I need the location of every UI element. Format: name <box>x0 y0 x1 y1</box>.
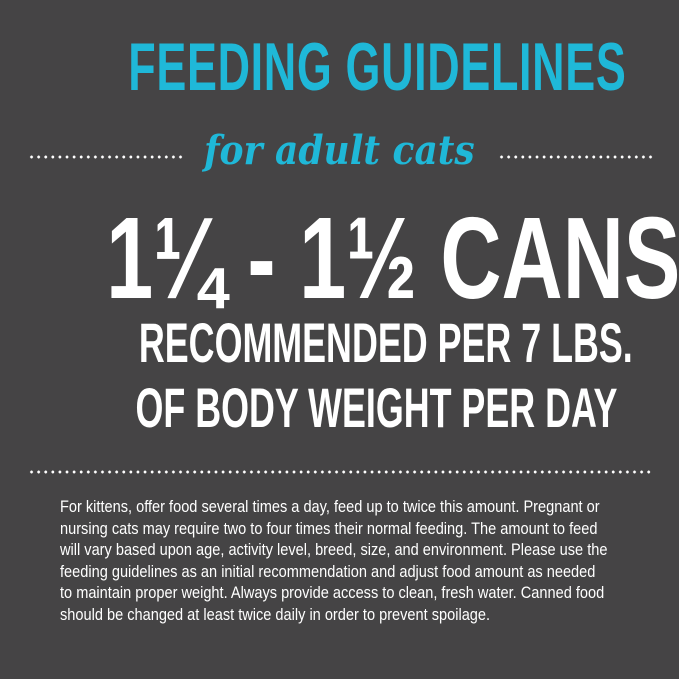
paragraph-line: to maintain proper weight. Always provid… <box>60 584 605 603</box>
amount-heading: 1¼ - 1½ CANS <box>0 193 679 323</box>
dotted-divider-bottom <box>28 470 653 474</box>
paragraph-line: will vary based upon age, activity level… <box>60 541 608 560</box>
title: FEEDING GUIDELINES <box>0 32 679 102</box>
dotted-divider-left <box>28 155 184 159</box>
recommendation-line-1: RECOMMENDED PER 7 LBS. <box>0 314 679 372</box>
amount-text: 1¼ - 1½ CANS <box>106 193 679 323</box>
paragraph-line: feeding guidelines as an initial recomme… <box>60 562 596 581</box>
subtitle: for adult cats <box>0 128 679 174</box>
guidelines-paragraph: For kittens, offer food several times a … <box>60 497 618 627</box>
recommendation-text-2: OF BODY WEIGHT PER DAY <box>135 376 618 439</box>
dotted-divider-right <box>498 155 653 159</box>
paragraph-line: nursing cats may require two to four tim… <box>60 519 598 538</box>
recommendation-text-1: RECOMMENDED PER 7 LBS. <box>138 311 633 374</box>
paragraph-line: should be changed at least twice daily i… <box>60 605 491 624</box>
paragraph-line: For kittens, offer food several times a … <box>60 498 600 516</box>
recommendation-line-2: OF BODY WEIGHT PER DAY <box>0 379 679 437</box>
subtitle-text: for adult cats <box>204 127 475 174</box>
title-text: FEEDING GUIDELINES <box>128 29 627 105</box>
